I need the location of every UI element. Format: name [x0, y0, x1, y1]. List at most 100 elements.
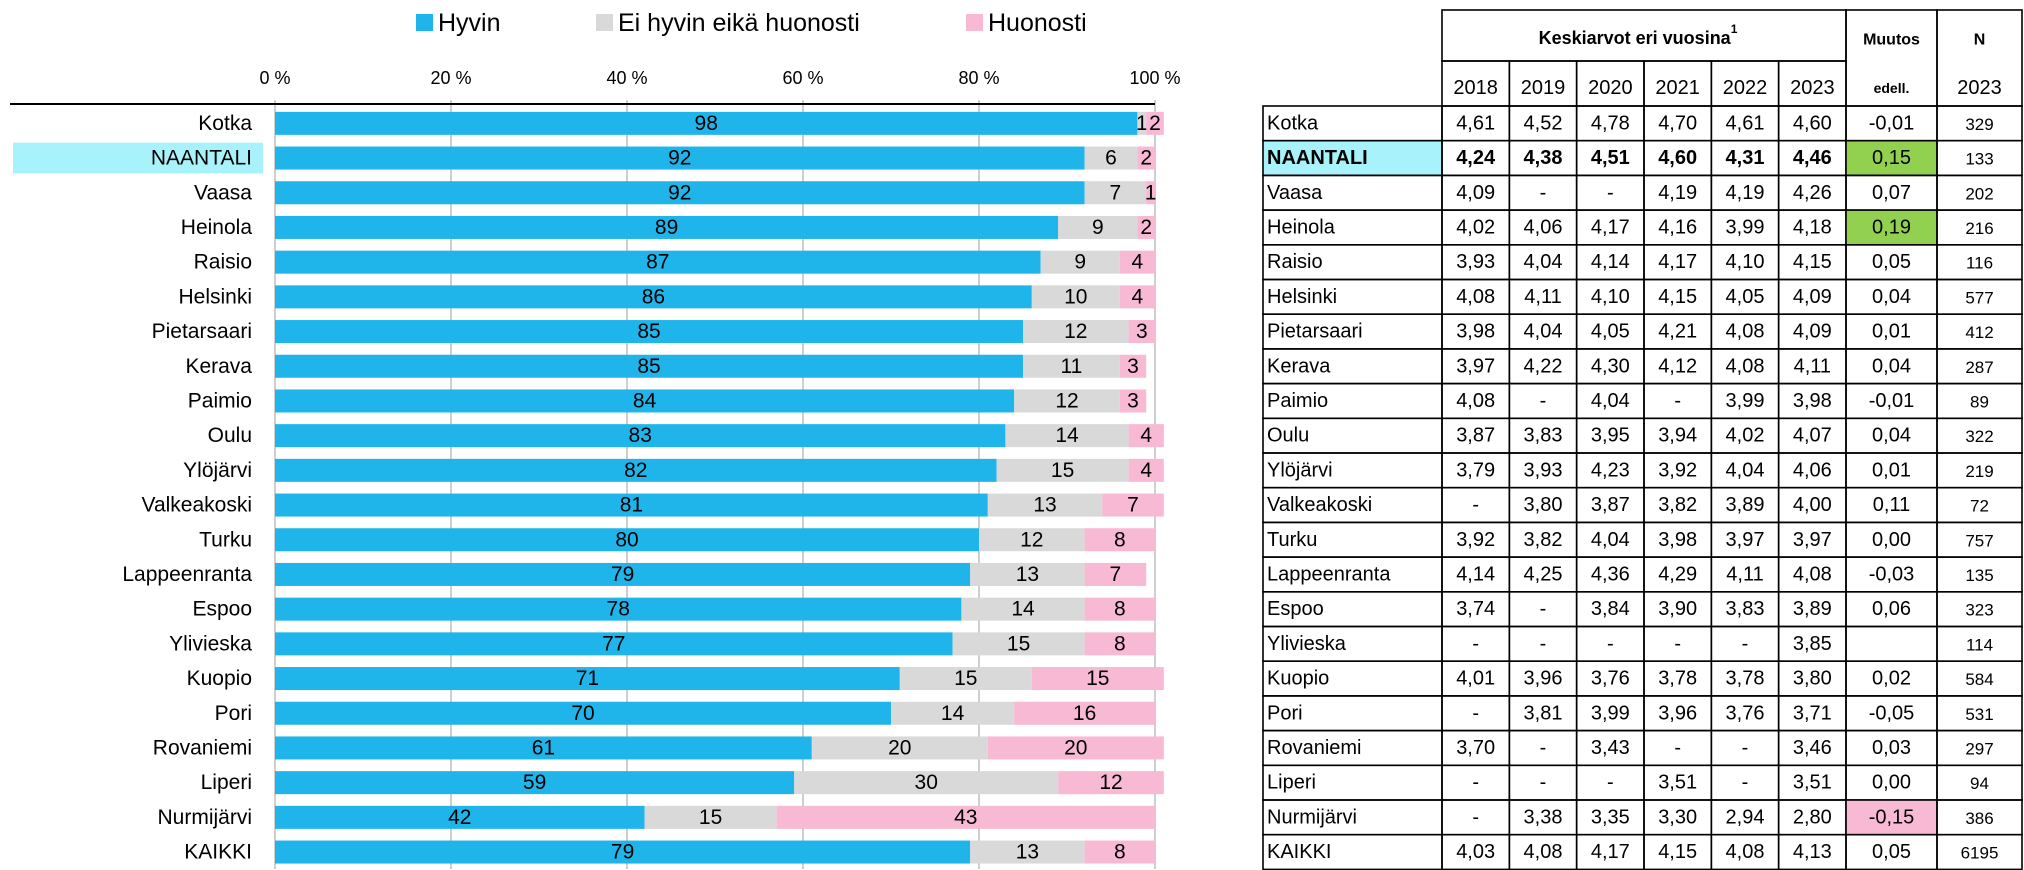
table-change: 0,01	[1872, 321, 1911, 343]
table-value: 4,04	[1591, 390, 1630, 412]
row-name: Turku	[1267, 529, 1317, 551]
bar-segment	[996, 458, 1129, 482]
y-tick-label: Liperi	[201, 771, 252, 794]
bar-segment	[275, 632, 953, 656]
table-change: 0,00	[1872, 772, 1911, 794]
data-label: 77	[602, 632, 625, 655]
table-value: 4,61	[1726, 112, 1765, 134]
table-value: 4,16	[1658, 216, 1697, 238]
table-cell	[1845, 799, 1938, 836]
table-value: 4,14	[1456, 563, 1495, 585]
column-header: 2019	[1521, 77, 1566, 99]
table-value: 3,87	[1591, 494, 1630, 516]
data-label: 15	[1051, 459, 1074, 482]
data-label: 1	[1145, 181, 1157, 204]
table-value: 4,11	[1524, 286, 1561, 308]
y-tick-label: Rovaniemi	[153, 736, 252, 759]
table-value: 4,05	[1726, 286, 1765, 308]
legend-label: Huonosti	[988, 9, 1087, 37]
table-value: -	[1674, 390, 1681, 412]
bar-segment	[1102, 493, 1164, 517]
data-label: 15	[1086, 667, 1109, 690]
y-tick-label: Oulu	[208, 424, 252, 447]
data-label: 12	[1020, 528, 1043, 551]
data-label: 7	[1127, 494, 1139, 517]
bar-segment	[275, 424, 1006, 448]
table-n: 297	[1965, 739, 1993, 758]
table-change: -0,03	[1869, 563, 1915, 585]
legend-swatch	[596, 14, 613, 31]
bar-segment	[970, 840, 1085, 864]
y-tick-label: Lappeenranta	[122, 563, 252, 586]
bar-segment	[952, 632, 1085, 656]
table-value: 3,97	[1456, 355, 1495, 377]
table-value: 3,84	[1591, 598, 1630, 620]
bar-segment	[987, 736, 1164, 760]
row-name: Rovaniemi	[1267, 737, 1361, 759]
bar-segment	[1084, 597, 1155, 621]
table-n: 202	[1965, 184, 1993, 203]
table-value: -	[1540, 182, 1547, 204]
column-header: 2023	[1790, 77, 1835, 99]
table-n: 584	[1965, 670, 1993, 689]
table-value: 3,94	[1658, 425, 1697, 447]
bar-segment	[1040, 250, 1120, 274]
table-value: 4,51	[1591, 147, 1630, 169]
row-name: Vaasa	[1267, 182, 1323, 204]
y-tick-label: Valkeakoski	[142, 494, 253, 517]
table-n: 577	[1965, 288, 1993, 307]
bar-segment	[1058, 771, 1164, 795]
table-value: -	[1472, 806, 1479, 828]
data-label: 4	[1132, 285, 1144, 308]
table-change: -0,15	[1869, 806, 1915, 828]
bar-segment	[1128, 424, 1164, 448]
table-value: 4,46	[1793, 147, 1832, 169]
bar-segment	[1084, 146, 1138, 170]
data-label: 16	[1073, 702, 1096, 725]
table-value: 4,06	[1524, 216, 1563, 238]
table-value: 4,14	[1591, 251, 1630, 273]
table-value: -	[1472, 633, 1479, 655]
table-value: 4,31	[1726, 147, 1765, 169]
row-name: Nurmijärvi	[1267, 806, 1357, 828]
table-value: -	[1607, 772, 1614, 794]
bar-segment	[1023, 354, 1120, 378]
bar-segment	[275, 458, 997, 482]
table-value: 3,82	[1524, 529, 1563, 551]
table-value: 2,80	[1793, 806, 1832, 828]
table-change: 0,05	[1872, 841, 1911, 863]
bar-segment	[275, 146, 1085, 170]
bar-segment	[776, 805, 1155, 829]
table-value: 3,35	[1591, 806, 1630, 828]
table-n: 323	[1965, 601, 1993, 620]
data-label: 59	[523, 771, 546, 794]
y-tick-label: Heinola	[181, 216, 253, 239]
bar-segment	[979, 528, 1085, 552]
table-value: 4,19	[1658, 182, 1697, 204]
table-value: 4,25	[1524, 563, 1563, 585]
bar-segment	[275, 285, 1032, 309]
data-label: 89	[655, 216, 678, 239]
data-label: 11	[1060, 355, 1082, 378]
table-value: -	[1674, 737, 1681, 759]
table-value: 4,08	[1726, 355, 1765, 377]
table-value: 4,04	[1524, 251, 1563, 273]
table-n: 531	[1965, 705, 1993, 724]
table-value: -	[1540, 737, 1547, 759]
table-value: 3,96	[1658, 702, 1697, 724]
data-label: 85	[637, 320, 660, 343]
bar-segment	[275, 562, 971, 586]
data-label: 3	[1127, 355, 1139, 378]
bar-segment	[1005, 424, 1129, 448]
y-tick-label: Nurmijärvi	[158, 806, 253, 829]
y-tick-label: Pori	[215, 702, 252, 725]
table-value: 4,08	[1793, 563, 1832, 585]
bar-segment	[1119, 389, 1147, 413]
data-label: 84	[633, 389, 657, 412]
bar-segment	[275, 528, 979, 552]
table-value: 4,03	[1456, 841, 1495, 863]
row-name: Helsinki	[1267, 286, 1337, 308]
data-label: 20	[888, 736, 911, 759]
bar-segment	[1137, 215, 1155, 239]
table-value: 3,70	[1456, 737, 1495, 759]
